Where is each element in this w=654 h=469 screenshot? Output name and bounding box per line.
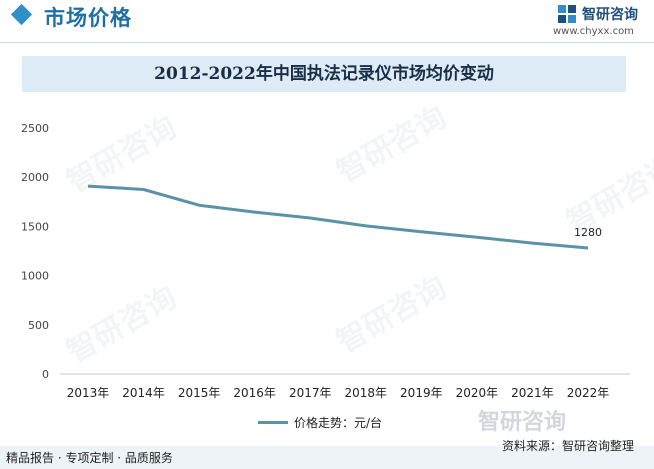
x-tick-label: 2021年 xyxy=(511,386,554,400)
section-title: 市场价格 xyxy=(44,6,132,30)
logo-text: 智研咨询 xyxy=(582,7,638,23)
y-tick-label: 2500 xyxy=(21,122,49,135)
y-tick-label: 2000 xyxy=(21,171,49,184)
y-tick-label: 1500 xyxy=(21,220,49,233)
x-tick-label: 2019年 xyxy=(400,386,443,400)
y-tick-label: 500 xyxy=(28,319,49,332)
x-tick-label: 2022年 xyxy=(567,386,610,400)
x-tick-label: 2017年 xyxy=(289,386,332,400)
x-tick-label: 2020年 xyxy=(456,386,499,400)
data-source: 资料来源：智研咨询整理 xyxy=(502,439,635,453)
chart-title-bar: 2012-2022年中国执法记录仪市场均价变动 xyxy=(22,56,626,92)
footer-bar xyxy=(0,446,654,469)
footer-slogan: 精品报告 · 专项定制 · 品质服务 xyxy=(6,451,173,465)
chyxx-logo-icon xyxy=(558,5,576,23)
x-tick-label: 2016年 xyxy=(233,386,276,400)
chart-title: 2012-2022年中国执法记录仪市场均价变动 xyxy=(154,64,494,84)
header-divider xyxy=(0,42,654,43)
x-tick-label: 2015年 xyxy=(178,386,221,400)
x-tick-label: 2018年 xyxy=(345,386,388,400)
data-label: 1280 xyxy=(574,226,602,239)
site-url: www.chyxx.com xyxy=(553,26,634,37)
header: 市场价格 智研咨询 www.chyxx.com xyxy=(0,0,654,42)
legend-swatch xyxy=(258,421,288,424)
legend-label: 价格走势：元/台 xyxy=(294,416,383,430)
y-tick-label: 0 xyxy=(42,368,49,381)
x-tick-label: 2014年 xyxy=(122,386,165,400)
x-tick-label: 2013年 xyxy=(67,386,110,400)
y-tick-label: 1000 xyxy=(21,270,49,283)
series-line xyxy=(87,184,589,250)
